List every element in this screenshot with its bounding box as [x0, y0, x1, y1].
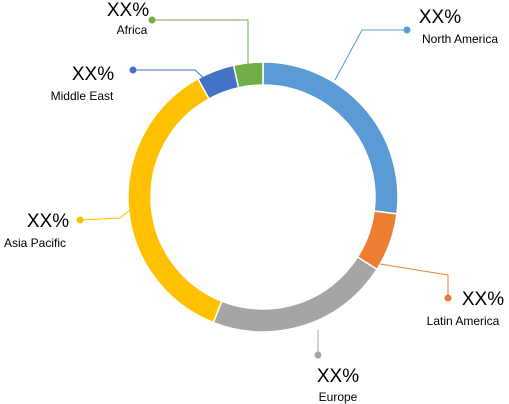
percent-label: XX% [72, 64, 114, 85]
leader-dot [403, 26, 411, 34]
category-label: Africa [117, 23, 148, 37]
donut-segment [262, 61, 399, 215]
category-label: Europe [319, 390, 358, 404]
leader-dot [444, 294, 452, 302]
category-label: Latin America [427, 314, 500, 328]
leader-line [79, 209, 131, 221]
percent-label: XX% [419, 7, 461, 28]
leader-dot [148, 16, 156, 24]
percent-label: XX% [27, 211, 69, 232]
category-label: North America [422, 32, 498, 46]
percent-label: XX% [107, 0, 149, 21]
donut-segment [232, 61, 264, 89]
donut-segment [127, 77, 223, 324]
leader-line [334, 29, 407, 81]
leader-line [152, 19, 249, 64]
percent-label: XX% [462, 289, 504, 310]
donut-segment [212, 255, 379, 333]
percent-label: XX% [317, 366, 359, 387]
category-label: Asia Pacific [4, 236, 66, 250]
leader-dot [76, 216, 84, 224]
leader-dot [129, 66, 137, 74]
category-label: Middle East [51, 89, 114, 103]
leader-line [133, 69, 209, 83]
leader-line [379, 263, 449, 298]
leader-dot [314, 351, 322, 359]
